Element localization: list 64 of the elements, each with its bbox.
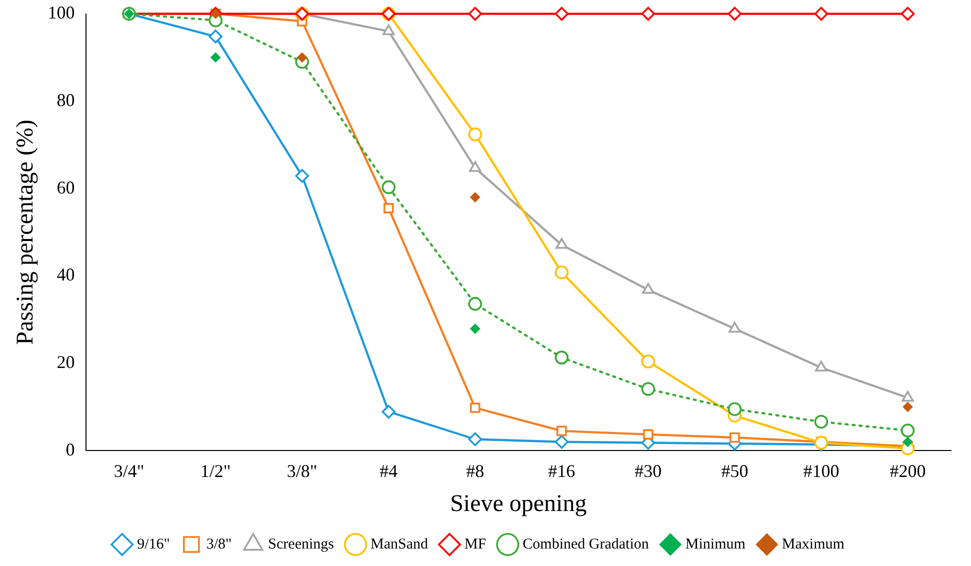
x-tick-label: #8 bbox=[466, 461, 484, 482]
legend-label: ManSand bbox=[370, 536, 428, 552]
legend-label: Maximum bbox=[782, 536, 845, 552]
point bbox=[641, 6, 656, 21]
point bbox=[814, 414, 828, 429]
point bbox=[815, 360, 828, 372]
point bbox=[383, 203, 394, 214]
point bbox=[554, 350, 569, 364]
legend-label: 9/16" bbox=[137, 536, 170, 552]
point bbox=[814, 6, 828, 21]
x-tick-label: #200 bbox=[890, 461, 926, 482]
legend-label: MF bbox=[464, 536, 486, 552]
point bbox=[641, 354, 656, 368]
point bbox=[728, 6, 742, 21]
point bbox=[468, 296, 482, 311]
y-tick-label: 0 bbox=[66, 439, 75, 460]
point bbox=[900, 6, 915, 21]
point bbox=[554, 434, 569, 449]
point bbox=[382, 24, 395, 36]
legend-label: Combined Gradation bbox=[522, 536, 650, 552]
point bbox=[210, 52, 221, 62]
point bbox=[900, 424, 915, 438]
point bbox=[468, 127, 482, 142]
point bbox=[642, 282, 654, 294]
point bbox=[208, 30, 222, 44]
point bbox=[730, 432, 740, 443]
point bbox=[469, 161, 482, 172]
y-tick-label: 100 bbox=[48, 2, 75, 23]
x-tick-label: 3/8" bbox=[286, 461, 318, 482]
point bbox=[902, 390, 914, 402]
point bbox=[902, 402, 913, 412]
point bbox=[382, 180, 396, 194]
y-tick-label: 20 bbox=[56, 352, 75, 372]
point bbox=[470, 192, 480, 202]
x-tick-label: 3/4" bbox=[114, 461, 144, 482]
point bbox=[470, 402, 480, 413]
y-tick-label: 80 bbox=[56, 90, 75, 110]
point bbox=[641, 382, 656, 396]
point bbox=[295, 168, 309, 183]
point bbox=[554, 265, 569, 280]
y-tick-label: 60 bbox=[56, 177, 75, 198]
point bbox=[643, 429, 654, 440]
legend-label: Minimum bbox=[685, 536, 746, 552]
x-tick-label: #50 bbox=[721, 461, 748, 482]
point bbox=[728, 402, 742, 416]
x-tick-label: #30 bbox=[634, 461, 662, 482]
point bbox=[902, 436, 913, 447]
x-tick-label: #4 bbox=[380, 461, 398, 482]
point bbox=[468, 432, 482, 446]
y-axis-title: Passing percentage (%) bbox=[12, 120, 39, 345]
x-axis-title: Sieve opening bbox=[450, 490, 587, 517]
point bbox=[554, 6, 569, 21]
point bbox=[468, 6, 482, 21]
point bbox=[470, 324, 480, 334]
point bbox=[382, 404, 396, 419]
y-tick-label: 40 bbox=[56, 264, 75, 285]
point bbox=[556, 238, 568, 249]
x-tick-label: #100 bbox=[803, 461, 840, 482]
x-tick-label: 1/2" bbox=[200, 461, 231, 482]
point bbox=[728, 322, 741, 333]
x-tick-label: #16 bbox=[548, 461, 576, 482]
point bbox=[556, 426, 567, 436]
legend-label: 3/8" bbox=[206, 536, 232, 552]
legend-label: Screenings bbox=[268, 536, 334, 552]
